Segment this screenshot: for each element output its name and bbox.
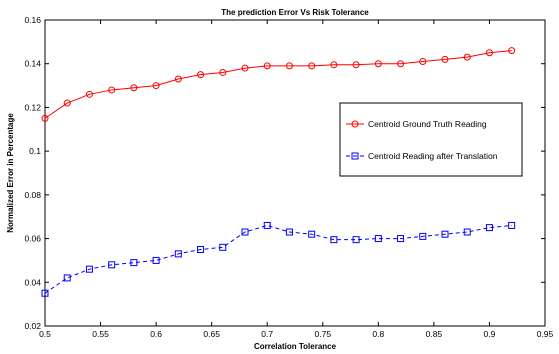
x-tick-label: 0.65	[203, 329, 220, 339]
data-point	[463, 228, 471, 236]
data-point	[508, 47, 516, 55]
legend: Centroid Ground Truth Reading Centroid Re…	[339, 102, 523, 177]
x-tick-label: 0.75	[315, 329, 332, 339]
data-point	[219, 243, 227, 251]
data-point	[41, 289, 49, 297]
data-point	[285, 62, 293, 70]
y-tick-label: 0.16	[24, 15, 41, 25]
x-tick-label: 0.7	[261, 329, 273, 339]
legend-label-1: Centroid Ground Truth Reading	[368, 119, 487, 129]
data-point	[197, 71, 205, 79]
data-point	[419, 58, 427, 66]
x-axis-label: Correlation Tolerance	[254, 342, 337, 351]
data-point	[241, 228, 249, 236]
data-point	[63, 99, 71, 107]
data-point	[241, 64, 249, 72]
legend-marker-2	[351, 152, 359, 160]
data-point	[352, 61, 360, 69]
data-point	[485, 224, 493, 232]
data-point	[130, 84, 138, 92]
data-point	[330, 61, 338, 69]
y-tick-label: 0.06	[24, 234, 41, 244]
data-point	[374, 60, 382, 68]
y-tick-label: 0.12	[24, 102, 41, 112]
data-point	[485, 49, 493, 57]
data-point	[152, 256, 160, 264]
data-point	[285, 228, 293, 236]
data-point	[263, 221, 271, 229]
chart-title: The prediction Error Vs Risk Tolerance	[221, 8, 369, 17]
data-point	[397, 60, 405, 68]
data-point	[174, 250, 182, 258]
data-point	[419, 232, 427, 240]
series-layer	[41, 47, 516, 297]
data-point	[85, 265, 93, 273]
data-point	[197, 246, 205, 253]
x-tick-label: 0.85	[426, 329, 443, 339]
data-point	[130, 259, 138, 267]
data-point	[41, 114, 49, 122]
data-point	[330, 236, 338, 244]
data-point	[263, 62, 271, 70]
data-point	[108, 261, 116, 269]
data-point	[463, 53, 471, 61]
data-point	[152, 82, 160, 90]
x-tick-label: 0.95	[537, 329, 554, 339]
x-tick-label: 0.55	[92, 329, 109, 339]
y-tick-label: 0.04	[24, 277, 41, 287]
x-tick-label: 0.5	[39, 329, 51, 339]
x-tick-label: 0.8	[372, 329, 384, 339]
y-tick-label: 0.14	[24, 59, 41, 69]
y-tick-label: 0.08	[24, 190, 41, 200]
legend-label-2: Centroid Reading after Translation	[368, 151, 498, 161]
data-point	[508, 221, 516, 229]
data-point	[441, 230, 449, 238]
x-tick-label: 0.6	[150, 329, 162, 339]
legend-box	[339, 102, 523, 177]
data-point	[308, 62, 316, 70]
data-point	[219, 68, 227, 76]
y-axis: 0.02 0.04 0.06 0.08 0.1 0.12 0.14 0.16	[24, 15, 545, 331]
data-point	[308, 230, 316, 238]
data-point	[108, 86, 116, 94]
series-line-2	[44, 224, 512, 294]
data-point	[441, 55, 449, 63]
series-line-1	[44, 50, 512, 119]
legend-marker-1	[351, 120, 359, 128]
y-tick-label: 0.02	[24, 321, 41, 331]
data-point	[63, 274, 71, 282]
x-tick-label: 0.9	[484, 329, 496, 339]
y-axis-label: Normalized Error in Percentage	[6, 113, 15, 233]
data-point	[352, 236, 360, 244]
data-point	[85, 90, 93, 98]
data-point	[174, 75, 182, 83]
data-point	[397, 235, 405, 243]
data-point	[374, 235, 382, 243]
x-axis: 0.5 0.55 0.6 0.65 0.7 0.75 0.8 0.85 0.9 0.95	[39, 20, 554, 339]
y-tick-label: 0.1	[29, 146, 41, 156]
